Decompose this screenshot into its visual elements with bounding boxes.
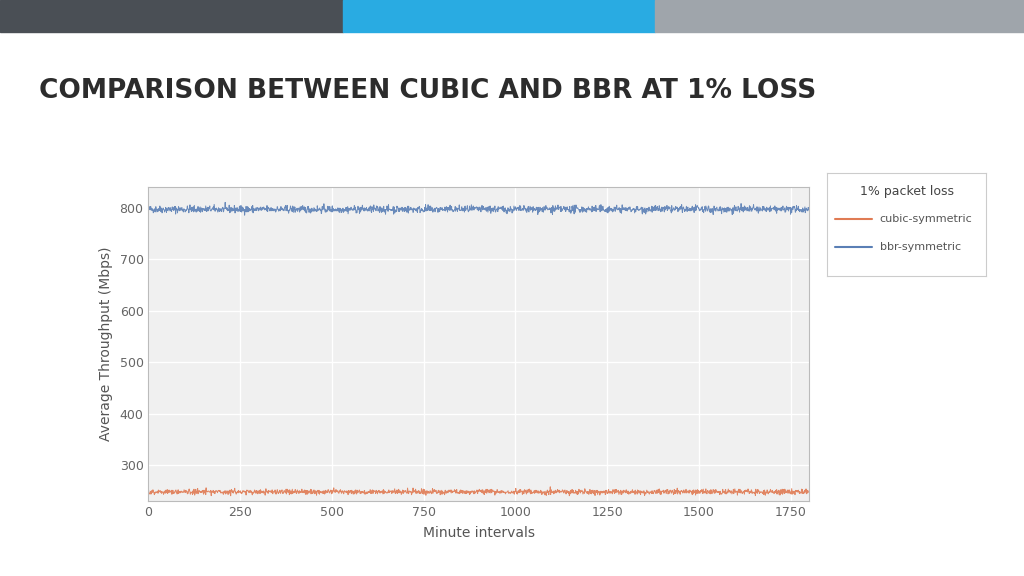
X-axis label: Minute intervals: Minute intervals	[423, 526, 535, 540]
Text: 1% packet loss: 1% packet loss	[860, 185, 953, 198]
Text: COMPARISON BETWEEN CUBIC AND BBR AT 1% LOSS: COMPARISON BETWEEN CUBIC AND BBR AT 1% L…	[39, 78, 816, 104]
Y-axis label: Average Throughput (Mbps): Average Throughput (Mbps)	[98, 247, 113, 441]
Text: cubic-symmetric: cubic-symmetric	[880, 214, 973, 225]
Text: bbr-symmetric: bbr-symmetric	[880, 242, 961, 252]
